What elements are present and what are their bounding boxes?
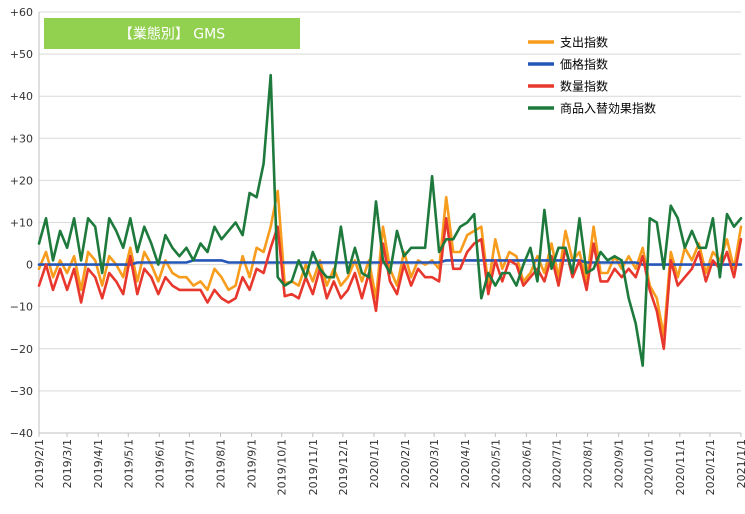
x-tick-label: 2019/11/1 xyxy=(307,439,320,495)
y-tick-label: +30 xyxy=(10,132,33,145)
x-tick-label: 2019/2/1 xyxy=(33,439,46,488)
y-tick-label: +20 xyxy=(10,174,33,187)
x-tick-label: 2020/3/1 xyxy=(428,439,441,488)
legend-label-0: 支出指数 xyxy=(560,35,608,50)
x-tick-label: 2019/5/1 xyxy=(122,439,135,488)
x-tick-label: 2019/12/1 xyxy=(337,439,350,495)
y-tick-label: +40 xyxy=(10,90,33,103)
x-tick-label: 2020/12/1 xyxy=(704,439,717,495)
y-tick-label: −30 xyxy=(10,385,33,398)
x-tick-label: 2019/9/1 xyxy=(246,439,259,488)
x-tick-label: 2019/10/1 xyxy=(276,439,289,495)
series-layer xyxy=(37,73,743,367)
x-tick-label: 2020/2/1 xyxy=(399,439,412,488)
x-tick-label: 2020/9/1 xyxy=(613,439,626,488)
x-tick-label: 2019/8/1 xyxy=(215,439,228,488)
y-tick-label: −10 xyxy=(10,301,33,314)
axis-layer: −40 −30 −20 −10 0 +10 +20 +30 +40 +50 +60 2019/2/1 2… xyxy=(10,6,745,495)
x-tick-label: 2020/5/1 xyxy=(489,439,502,488)
title-layer: 【業態別】 GMS xyxy=(44,18,300,49)
legend-label-2: 数量指数 xyxy=(560,79,608,94)
x-tick-label: 2019/7/1 xyxy=(183,439,196,488)
x-tick-label: 2019/3/1 xyxy=(61,439,74,488)
x-tick-label: 2020/7/1 xyxy=(550,439,563,488)
x-tick-label: 2020/6/1 xyxy=(520,439,533,488)
x-tick-label: 2019/4/1 xyxy=(92,439,105,488)
series-line-1 xyxy=(37,259,743,266)
y-tick-label: −40 xyxy=(10,427,33,440)
y-tick-label: +50 xyxy=(10,48,33,61)
y-tick-label: 0 xyxy=(26,259,33,272)
y-tick-label: +60 xyxy=(10,6,33,19)
x-tick-label: 2021/1/1 xyxy=(735,439,745,488)
x-tick-label: 2020/10/1 xyxy=(643,439,656,495)
x-tick-label: 2020/8/1 xyxy=(582,439,595,488)
legend-label-3: 商品入替効果指数 xyxy=(560,101,656,116)
x-tick-label: 2020/11/1 xyxy=(674,439,687,495)
y-tick-label: +10 xyxy=(10,217,33,230)
x-tick-label: 2020/4/1 xyxy=(459,439,472,488)
y-tick-label: −20 xyxy=(10,343,33,356)
series-line-3 xyxy=(37,73,743,367)
legend-label-1: 価格指数 xyxy=(560,57,608,72)
x-tick-label: 2019/6/1 xyxy=(153,439,166,488)
chart-title: 【業態別】 GMS xyxy=(119,27,225,43)
x-tick-label: 2020/1/1 xyxy=(368,439,381,488)
chart-title-box xyxy=(44,18,300,49)
grid-layer xyxy=(39,11,741,434)
